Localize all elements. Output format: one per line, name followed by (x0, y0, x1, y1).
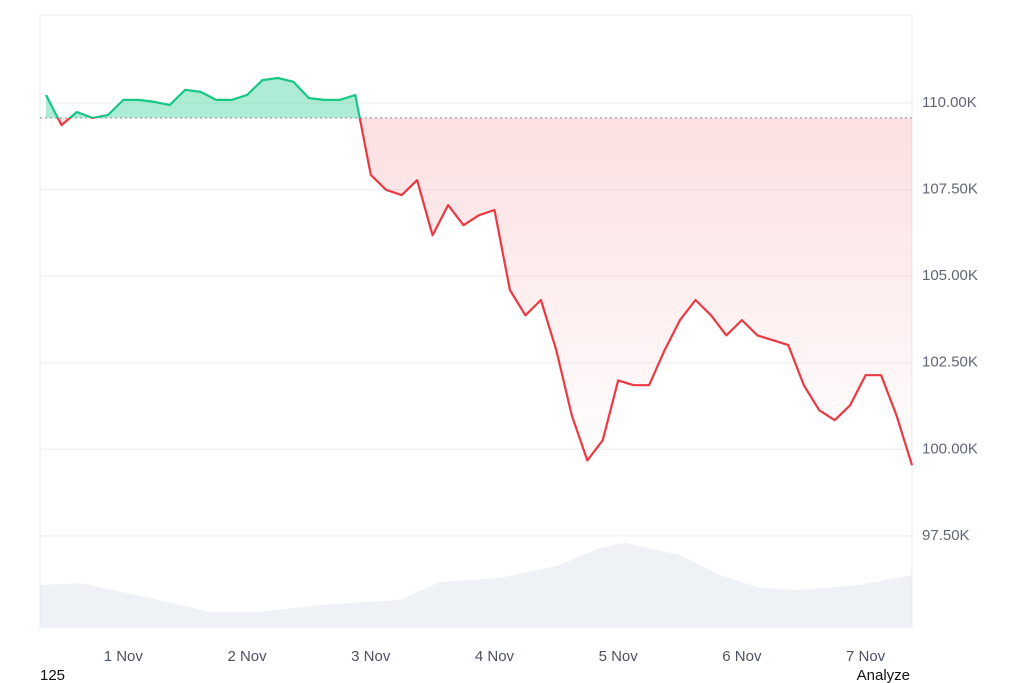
y-tick-label: 110.00K (922, 94, 977, 111)
y-tick-label: 97.50K (922, 527, 970, 544)
footer-right[interactable]: Analyze (857, 667, 910, 683)
x-tick-label: 4 Nov (475, 648, 515, 665)
y-tick-label: 102.50K (922, 354, 978, 371)
baseline-area (46, 78, 912, 466)
y-tick-label: 107.50K (922, 181, 978, 198)
x-tick-label: 7 Nov (846, 648, 886, 665)
x-tick-label: 2 Nov (227, 648, 267, 665)
y-tick-label: 100.00K (922, 440, 978, 457)
x-tick-label: 5 Nov (599, 648, 639, 665)
volume-area (40, 543, 912, 628)
x-tick-label: 1 Nov (104, 648, 144, 665)
x-tick-label: 6 Nov (722, 648, 762, 665)
footer-left: 125 (40, 667, 65, 683)
x-tick-label: 3 Nov (351, 648, 391, 665)
price-line (45, 76, 914, 466)
y-tick-label: 105.00K (922, 267, 978, 284)
